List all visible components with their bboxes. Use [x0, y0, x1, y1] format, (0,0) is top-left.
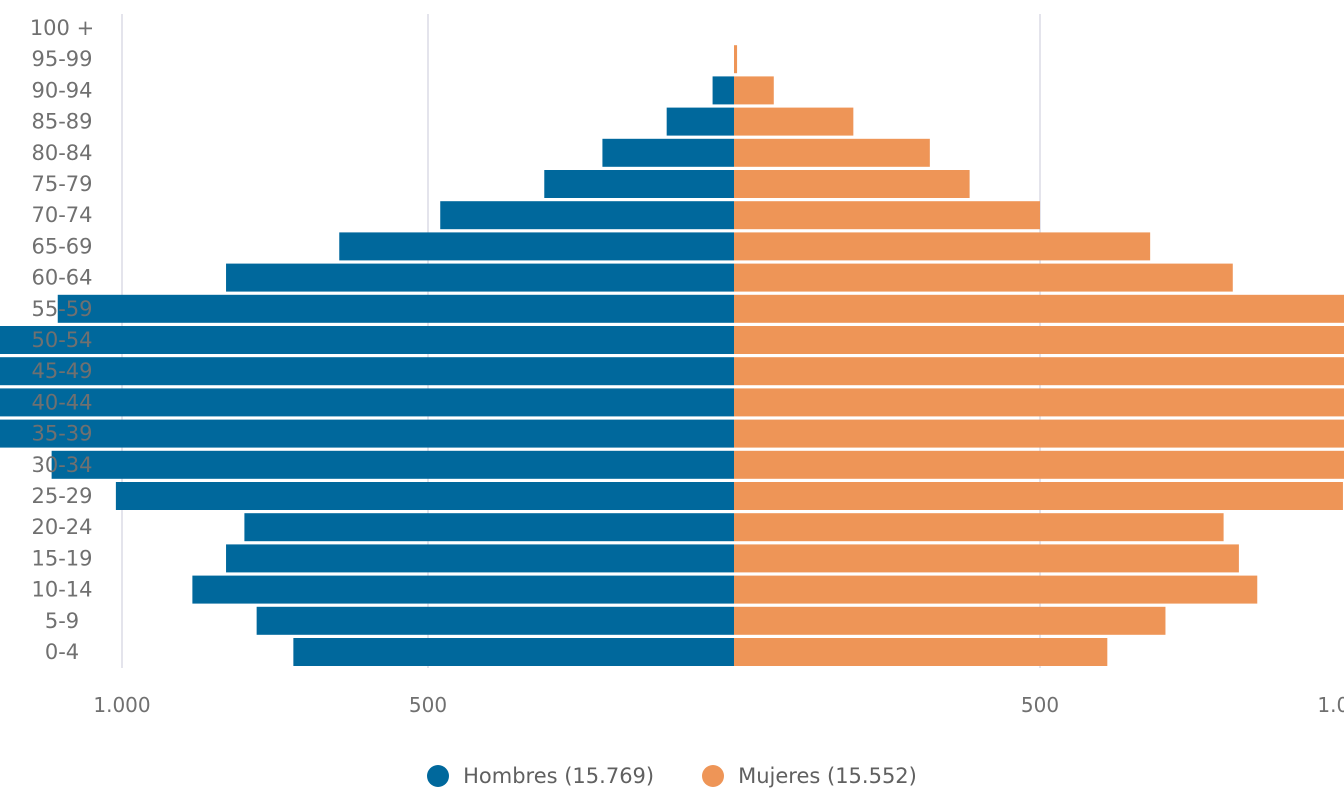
bar-hombres[interactable]	[51, 450, 735, 479]
bars	[0, 45, 1344, 666]
bar-mujeres[interactable]	[734, 170, 970, 198]
age-group-label: 55-59	[31, 297, 92, 321]
bar-hombres[interactable]	[256, 606, 734, 635]
bar-hombres[interactable]	[602, 138, 734, 167]
bar-mujeres[interactable]	[734, 107, 854, 136]
x-tick-label: 500	[1021, 693, 1059, 717]
bar-mujeres[interactable]	[734, 138, 930, 167]
age-group-label: 25-29	[31, 484, 92, 508]
x-tick-label: 1.000	[1317, 693, 1344, 717]
bar-hombres[interactable]	[544, 170, 734, 198]
age-group-label: 70-74	[31, 203, 92, 227]
bar-hombres[interactable]	[244, 513, 734, 542]
bar-mujeres[interactable]	[734, 575, 1258, 604]
age-group-label: 65-69	[31, 234, 92, 258]
bar-mujeres[interactable]	[734, 638, 1108, 666]
age-group-label: 80-84	[31, 141, 92, 165]
age-group-labels: 100 + 95-99 90-94 85-89 80-84 75-79 70-74 65-69…	[30, 16, 94, 664]
age-group-label: 30-34	[31, 453, 92, 477]
bar-mujeres[interactable]	[734, 544, 1239, 573]
bar-hombres[interactable]	[0, 419, 735, 448]
bar-hombres[interactable]	[0, 388, 734, 417]
bar-mujeres[interactable]	[734, 45, 738, 74]
bar-hombres[interactable]	[712, 76, 734, 105]
age-group-label: 45-49	[31, 359, 92, 383]
age-group-label: 95-99	[31, 47, 92, 71]
bar-mujeres[interactable]	[734, 388, 1344, 417]
age-group-label: 85-89	[31, 110, 92, 134]
bar-hombres[interactable]	[293, 638, 734, 666]
age-group-label: 5-9	[45, 609, 79, 633]
age-group-label: 50-54	[31, 328, 92, 352]
legend-item-hombres[interactable]: Hombres (15.769)	[427, 764, 654, 788]
bar-hombres[interactable]	[440, 201, 734, 230]
legend-label-mujeres: Mujeres (15.552)	[738, 764, 917, 788]
bar-hombres[interactable]	[666, 107, 734, 136]
age-group-label: 0-4	[45, 640, 79, 664]
bar-mujeres[interactable]	[734, 450, 1344, 479]
bar-hombres[interactable]	[57, 294, 735, 323]
legend-label-hombres: Hombres (15.769)	[463, 764, 655, 788]
bar-mujeres[interactable]	[734, 419, 1344, 448]
bar-hombres[interactable]	[226, 263, 735, 292]
bar-mujeres[interactable]	[734, 606, 1166, 635]
chart-svg: 100 + 95-99 90-94 85-89 80-84 75-79 70-74 65-69…	[0, 14, 1344, 717]
bar-mujeres[interactable]	[734, 232, 1151, 261]
age-group-label: 20-24	[31, 515, 92, 539]
legend-item-mujeres[interactable]: Mujeres (15.552)	[702, 764, 917, 788]
bar-hombres[interactable]	[192, 575, 734, 604]
age-group-label: 10-14	[31, 578, 92, 602]
bar-hombres[interactable]	[115, 482, 734, 510]
x-tick-label: 1.000	[93, 693, 150, 717]
age-group-label: 90-94	[31, 78, 92, 102]
legend: Hombres (15.769) Mujeres (15.552)	[0, 758, 1344, 794]
age-group-label: 75-79	[31, 172, 92, 196]
bar-mujeres[interactable]	[734, 482, 1343, 510]
age-group-label: 40-44	[31, 390, 92, 414]
age-group-label: 15-19	[31, 546, 92, 570]
bar-mujeres[interactable]	[734, 76, 774, 105]
bar-mujeres[interactable]	[734, 294, 1344, 323]
age-group-label: 100 +	[30, 16, 94, 40]
bar-mujeres[interactable]	[734, 201, 1040, 230]
bar-hombres[interactable]	[339, 232, 734, 261]
legend-swatch-hombres	[427, 765, 450, 787]
age-group-label: 35-39	[31, 422, 92, 446]
bar-hombres[interactable]	[0, 357, 734, 386]
bar-hombres[interactable]	[0, 326, 734, 354]
bar-hombres[interactable]	[226, 544, 735, 573]
bar-mujeres[interactable]	[734, 357, 1344, 386]
bar-mujeres[interactable]	[734, 263, 1233, 292]
bar-mujeres[interactable]	[734, 326, 1344, 354]
bar-mujeres[interactable]	[734, 513, 1224, 542]
x-tick-label: 500	[409, 693, 447, 717]
legend-swatch-mujeres	[702, 765, 725, 787]
age-group-label: 60-64	[31, 266, 92, 290]
